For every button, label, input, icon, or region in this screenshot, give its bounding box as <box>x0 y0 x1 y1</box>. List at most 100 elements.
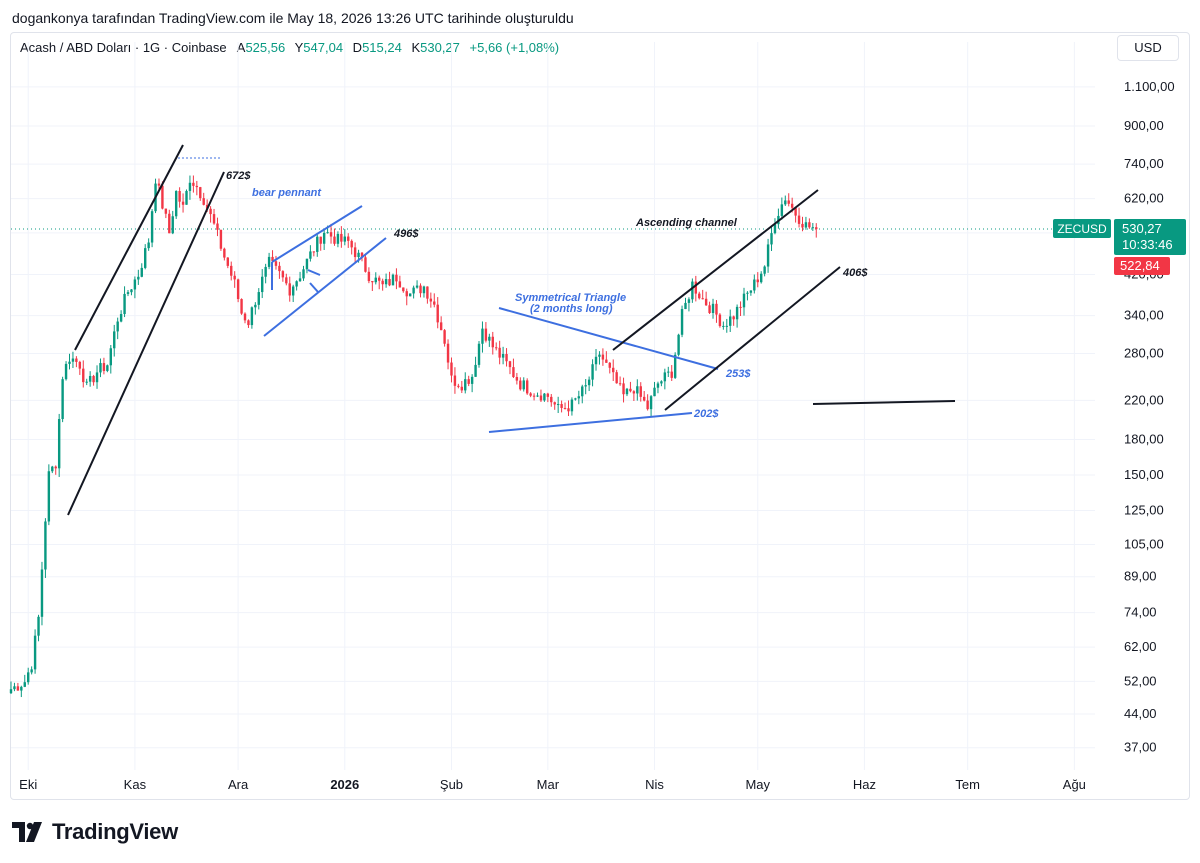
candle <box>594 349 598 371</box>
y-tick-label: 340,00 <box>1124 308 1164 323</box>
candle <box>123 286 126 318</box>
y-tick-label: 1.100,00 <box>1124 79 1175 94</box>
candle <box>470 374 474 393</box>
candles <box>9 175 818 698</box>
candle <box>625 387 629 397</box>
y-tick-label: 37,00 <box>1124 740 1157 755</box>
candle <box>188 175 192 200</box>
high-value: 547,04 <box>303 40 344 55</box>
candle <box>474 356 477 377</box>
candle <box>804 216 808 230</box>
candle <box>636 379 639 401</box>
label-253: 253$ <box>725 368 751 380</box>
candle <box>735 304 739 328</box>
candle <box>722 321 725 330</box>
candle <box>33 629 37 674</box>
candle <box>391 273 395 286</box>
candle <box>99 358 102 378</box>
candle <box>532 393 536 401</box>
candle <box>574 397 577 401</box>
candle <box>333 228 336 246</box>
candle <box>612 359 615 382</box>
candle <box>274 255 278 270</box>
candle <box>426 286 429 304</box>
y-tick-label: 74,00 <box>1124 605 1157 620</box>
candle <box>174 190 178 219</box>
pennant-flag-line <box>307 269 321 276</box>
candle <box>322 229 326 250</box>
candle <box>202 192 205 206</box>
candle <box>61 376 64 423</box>
tradingview-logo[interactable]: TradingView <box>12 818 178 846</box>
candle <box>773 218 777 235</box>
label-two-months: (2 months long) <box>530 303 613 315</box>
candle <box>57 413 61 477</box>
candle <box>801 216 804 232</box>
candle <box>694 275 698 302</box>
candle <box>667 366 670 378</box>
candle <box>770 226 773 252</box>
candle <box>749 290 753 296</box>
candle <box>794 206 797 223</box>
candle <box>226 257 230 269</box>
candle <box>663 368 667 390</box>
candle <box>281 270 285 282</box>
close-label: K <box>411 40 421 55</box>
candle <box>137 269 140 285</box>
candle <box>742 287 746 316</box>
candle <box>729 309 732 333</box>
candle <box>732 315 735 326</box>
candle <box>567 400 570 417</box>
candle <box>512 358 515 379</box>
candle <box>298 271 302 282</box>
candle <box>37 614 40 642</box>
impulse-upper-line <box>74 144 184 351</box>
candle <box>505 348 508 367</box>
symbol-description[interactable]: Acash / ABD Doları · 1G · Coinbase <box>20 40 227 55</box>
candle <box>30 666 33 675</box>
candle <box>113 324 116 357</box>
candle <box>209 206 212 223</box>
candle <box>302 265 305 281</box>
candle <box>601 348 605 366</box>
candle <box>405 288 408 306</box>
candle <box>381 278 384 291</box>
candle <box>171 210 174 235</box>
candle <box>254 302 257 315</box>
candle <box>126 289 130 297</box>
candle <box>216 217 219 237</box>
channel-lower-line <box>664 266 841 411</box>
candle <box>350 239 353 255</box>
pennant-flag-line-2 <box>309 282 319 293</box>
y-tick-label: 44,00 <box>1124 706 1157 721</box>
candle <box>739 301 742 316</box>
candle <box>811 222 815 231</box>
candle <box>642 391 646 402</box>
candle <box>240 298 243 315</box>
candle <box>584 379 587 395</box>
candle <box>267 252 271 270</box>
candle <box>763 265 766 277</box>
candle <box>464 372 467 394</box>
svg-text:ZECUSD: ZECUSD <box>1057 222 1107 236</box>
y-tick-label: 620,00 <box>1124 191 1164 206</box>
label-sym-triangle: Symmetrical Triangle <box>515 292 626 304</box>
candle <box>787 193 790 207</box>
candle <box>340 226 343 248</box>
change-value: +5,66 (+1,08%) <box>469 40 560 55</box>
candle <box>371 281 374 291</box>
candle <box>436 297 439 329</box>
candle <box>495 342 498 351</box>
candle <box>680 305 684 338</box>
x-tick-label: Eki <box>19 777 37 792</box>
candle <box>756 272 759 288</box>
candle <box>525 378 529 395</box>
candle <box>777 208 780 229</box>
currency-button[interactable]: USD <box>1117 35 1179 61</box>
candle <box>133 276 137 299</box>
candle <box>102 357 106 375</box>
candle <box>591 359 594 387</box>
countdown-value: 10:33:46 <box>1122 237 1173 252</box>
